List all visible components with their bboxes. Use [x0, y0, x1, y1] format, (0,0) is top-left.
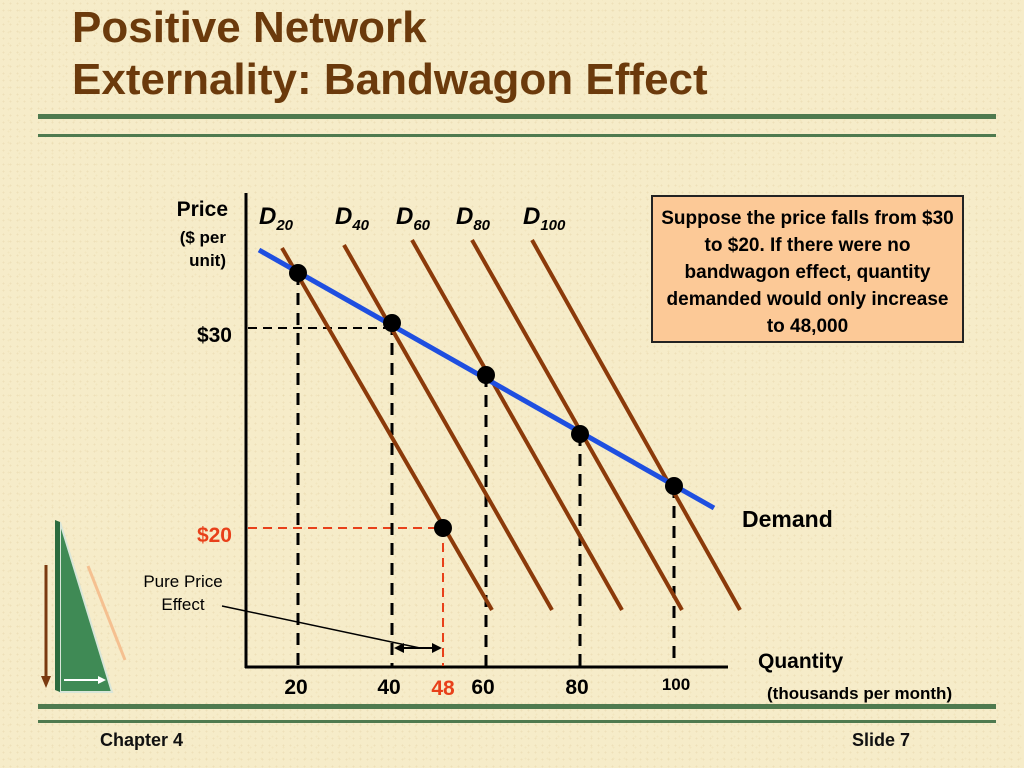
footer-slide-number: Slide 7: [852, 730, 911, 750]
pure-effect-label-line2: Effect: [161, 595, 204, 614]
demand-curve-d20: [280, 246, 494, 612]
curve-label-d40: D40: [335, 203, 370, 234]
callout-text: Suppose the price falls from $30 to $20.…: [661, 208, 954, 337]
demand-curve-d80: [470, 239, 684, 611]
x-axis-units: (thousands per month): [767, 684, 952, 703]
demand-curve-d60: [410, 239, 624, 611]
demand-curve-d40: [342, 244, 554, 611]
decorative-triangle-icon: [41, 520, 127, 693]
title-line-2: Externality: Bandwagon Effect: [72, 55, 708, 104]
price-label-30: $30: [197, 324, 232, 347]
x-axis-label: Quantity: [758, 650, 843, 673]
title-rule-thin: [38, 134, 996, 137]
tick-label-100: 100: [662, 675, 690, 694]
pure-effect-arrowhead-right: [432, 643, 442, 653]
curve-label-d60: D60: [396, 203, 431, 234]
title-line-1: Positive Network: [72, 3, 427, 52]
tick-label-20: 20: [284, 676, 307, 699]
point-q60: [477, 366, 495, 384]
slide-title: Positive Network Externality: Bandwagon …: [72, 2, 708, 106]
curve-label-d20: D20: [259, 203, 294, 234]
y-axis-label-line1: Price: [177, 198, 228, 221]
footer-rule-thin: [38, 720, 996, 723]
tick-label-60: 60: [471, 676, 494, 699]
pure-effect-pointer: [221, 605, 421, 649]
demand-label: Demand: [742, 506, 833, 532]
pure-effect-arrowhead-left: [394, 643, 404, 653]
curve-label-d80: D80: [456, 203, 491, 234]
tick-label-40: 40: [377, 676, 400, 699]
demand-curve-d100: [530, 239, 742, 611]
y-axis-label-line3: unit): [189, 251, 226, 270]
curve-label-d100: D100: [523, 203, 566, 234]
tick-label-80: 80: [565, 676, 588, 699]
point-q48: [434, 519, 452, 537]
point-q100: [665, 477, 683, 495]
point-q40: [383, 314, 401, 332]
explanation-callout: Suppose the price falls from $30 to $20.…: [651, 195, 964, 343]
point-q80: [571, 425, 589, 443]
footer-chapter: Chapter 4: [100, 730, 184, 750]
point-q20: [289, 264, 307, 282]
tick-label-48: 48: [431, 677, 455, 700]
title-rule-thick: [38, 114, 996, 119]
pure-effect-label-line1: Pure Price: [143, 572, 222, 591]
y-axis-label-line2: ($ per: [180, 228, 227, 247]
price-label-20: $20: [197, 524, 232, 547]
footer-rule-thick: [38, 704, 996, 709]
